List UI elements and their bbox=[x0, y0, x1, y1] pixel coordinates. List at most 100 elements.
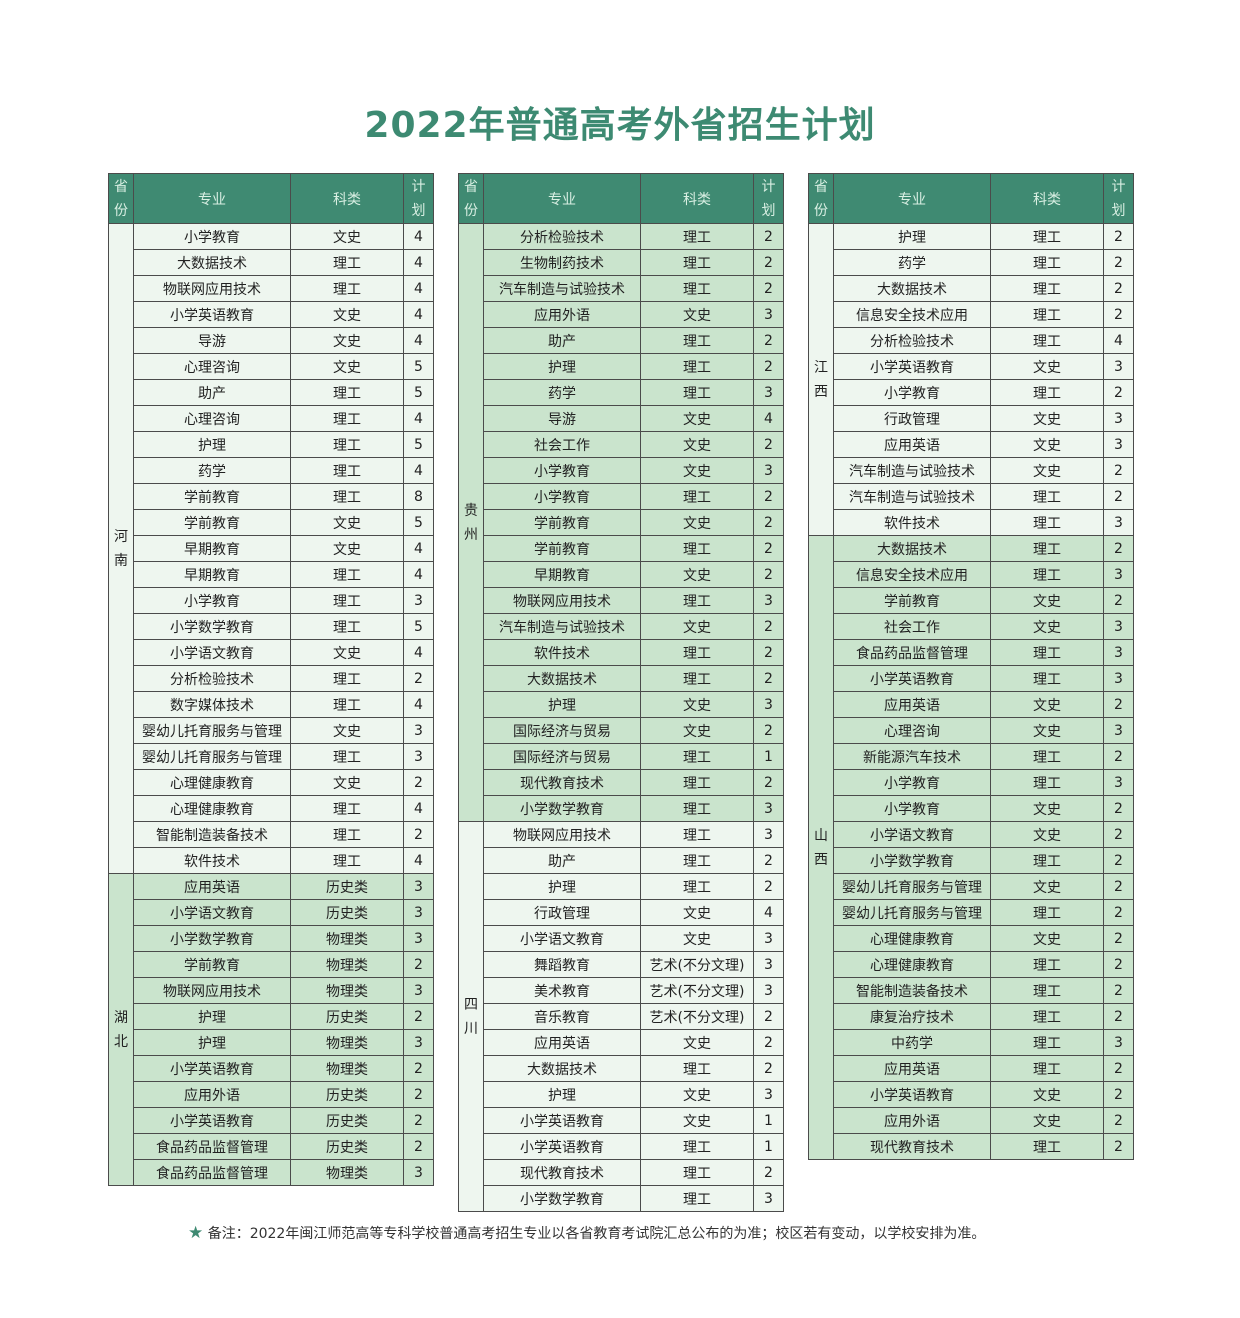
subject-cell: 文史 bbox=[990, 1107, 1104, 1134]
major-cell: 物联网应用技术 bbox=[483, 587, 641, 614]
major-cell: 应用英语 bbox=[833, 1055, 991, 1082]
table-row: 四川物联网应用技术 理工 3 bbox=[458, 821, 784, 1212]
major-cell: 音乐教育 bbox=[483, 1003, 641, 1030]
subject-cell: 理工 bbox=[290, 691, 404, 718]
major-cell: 汽车制造与试验技术 bbox=[833, 483, 991, 510]
major-cell: 小学语文教育 bbox=[833, 821, 991, 848]
plan-cell: 3 bbox=[1103, 639, 1134, 666]
subject-cell: 文史 bbox=[640, 613, 754, 640]
major-cell: 心理咨询 bbox=[133, 405, 291, 432]
plan-cell: 4 bbox=[403, 327, 434, 354]
plan-cell: 3 bbox=[403, 717, 434, 744]
table-row: 中药学 理工 3 bbox=[808, 1029, 1134, 1056]
header-province: 省份 bbox=[108, 173, 134, 224]
table-row: 分析检验技术 理工 2 bbox=[108, 665, 434, 692]
table-row: 药学 理工 2 bbox=[808, 249, 1134, 276]
plan-cell: 3 bbox=[403, 587, 434, 614]
plan-cell: 3 bbox=[403, 743, 434, 770]
major-cell: 软件技术 bbox=[833, 509, 991, 536]
major-cell: 护理 bbox=[483, 873, 641, 900]
plan-cell: 4 bbox=[1103, 327, 1134, 354]
table-row: 音乐教育 艺术(不分文理) 2 bbox=[458, 1003, 784, 1030]
subject-cell: 理工 bbox=[990, 665, 1104, 692]
table-row: 软件技术 理工 2 bbox=[458, 639, 784, 666]
table-row: 智能制造装备技术 理工 2 bbox=[108, 821, 434, 848]
plan-cell: 1 bbox=[753, 1107, 784, 1134]
table-row: 小学英语教育 理工 1 bbox=[458, 1133, 784, 1160]
header-province: 省份 bbox=[458, 173, 484, 224]
plan-cell: 2 bbox=[1103, 1081, 1134, 1108]
plan-cell: 2 bbox=[753, 1055, 784, 1082]
plan-cell: 2 bbox=[753, 327, 784, 354]
plan-cell: 3 bbox=[1103, 405, 1134, 432]
plan-cell: 3 bbox=[1103, 431, 1134, 458]
table-row: 导游 文史 4 bbox=[458, 405, 784, 432]
table-row: 小学语文教育 文史 3 bbox=[458, 925, 784, 952]
subject-cell: 理工 bbox=[990, 847, 1104, 874]
province-cell: 江西 bbox=[808, 223, 834, 536]
plan-cell: 2 bbox=[1103, 899, 1134, 926]
plan-cell: 2 bbox=[403, 951, 434, 978]
table-row: 汽车制造与试验技术 理工 2 bbox=[808, 483, 1134, 510]
table-row: 助产 理工 5 bbox=[108, 379, 434, 406]
subject-cell: 文史 bbox=[990, 587, 1104, 614]
table-row: 学前教育 文史 2 bbox=[808, 587, 1134, 614]
major-cell: 早期教育 bbox=[483, 561, 641, 588]
major-cell: 婴幼儿托育服务与管理 bbox=[833, 873, 991, 900]
subject-cell: 理工 bbox=[290, 405, 404, 432]
table-row: 国际经济与贸易 理工 1 bbox=[458, 743, 784, 770]
major-cell: 汽车制造与试验技术 bbox=[483, 275, 641, 302]
major-cell: 婴幼儿托育服务与管理 bbox=[833, 899, 991, 926]
major-cell: 物联网应用技术 bbox=[133, 977, 291, 1004]
footnote: ★ 备注：2022年闽江师范高等专科学校普通高考招生专业以各省教育考试院汇总公布… bbox=[188, 1223, 985, 1243]
table-row: 贵州分析检验技术 理工 2 bbox=[458, 223, 784, 822]
header-major: 专业 bbox=[483, 173, 641, 224]
major-cell: 药学 bbox=[133, 457, 291, 484]
table-row: 早期教育 文史 2 bbox=[458, 561, 784, 588]
subject-cell: 理工 bbox=[990, 483, 1104, 510]
subject-cell: 理工 bbox=[640, 379, 754, 406]
major-cell: 大数据技术 bbox=[833, 275, 991, 302]
header-plan: 计划 bbox=[753, 173, 784, 224]
major-cell: 护理 bbox=[133, 1003, 291, 1030]
subject-cell: 理工 bbox=[290, 379, 404, 406]
subject-cell: 艺术(不分文理) bbox=[640, 951, 754, 978]
plan-cell: 2 bbox=[1103, 275, 1134, 302]
plan-cell: 5 bbox=[403, 353, 434, 380]
province-cell: 四川 bbox=[458, 821, 484, 1212]
major-cell: 食品药品监督管理 bbox=[133, 1159, 291, 1186]
plan-cell: 5 bbox=[403, 431, 434, 458]
plan-cell: 3 bbox=[403, 873, 434, 900]
plan-cell: 2 bbox=[1103, 951, 1134, 978]
table-row: 助产 理工 2 bbox=[458, 847, 784, 874]
subject-cell: 文史 bbox=[640, 925, 754, 952]
plan-cell: 3 bbox=[753, 691, 784, 718]
subject-cell: 文史 bbox=[640, 561, 754, 588]
major-cell: 小学英语教育 bbox=[483, 1133, 641, 1160]
major-cell: 应用外语 bbox=[833, 1107, 991, 1134]
subject-cell: 理工 bbox=[990, 509, 1104, 536]
table-row: 小学教育 理工 3 bbox=[808, 769, 1134, 796]
subject-cell: 理工 bbox=[990, 899, 1104, 926]
major-cell: 心理健康教育 bbox=[833, 925, 991, 952]
major-cell: 导游 bbox=[483, 405, 641, 432]
table-row: 舞蹈教育 艺术(不分文理) 3 bbox=[458, 951, 784, 978]
major-cell: 生物制药技术 bbox=[483, 249, 641, 276]
table-row: 康复治疗技术 理工 2 bbox=[808, 1003, 1134, 1030]
table-row: 山西大数据技术 理工 2 bbox=[808, 535, 1134, 1160]
plan-cell: 2 bbox=[753, 275, 784, 302]
major-cell: 学前教育 bbox=[483, 509, 641, 536]
major-cell: 信息安全技术应用 bbox=[833, 561, 991, 588]
table-row: 大数据技术 理工 2 bbox=[458, 665, 784, 692]
province-cell: 河南 bbox=[108, 223, 134, 874]
province-cell: 山西 bbox=[808, 535, 834, 1160]
major-cell: 小学英语教育 bbox=[483, 1107, 641, 1134]
table-row: 小学英语教育 文史 2 bbox=[808, 1081, 1134, 1108]
major-cell: 早期教育 bbox=[133, 561, 291, 588]
major-cell: 心理健康教育 bbox=[133, 769, 291, 796]
major-cell: 小学教育 bbox=[833, 795, 991, 822]
table-row: 小学英语教育 历史类 2 bbox=[108, 1107, 434, 1134]
subject-cell: 理工 bbox=[640, 769, 754, 796]
major-cell: 小学教育 bbox=[133, 223, 291, 250]
plan-cell: 2 bbox=[403, 1107, 434, 1134]
